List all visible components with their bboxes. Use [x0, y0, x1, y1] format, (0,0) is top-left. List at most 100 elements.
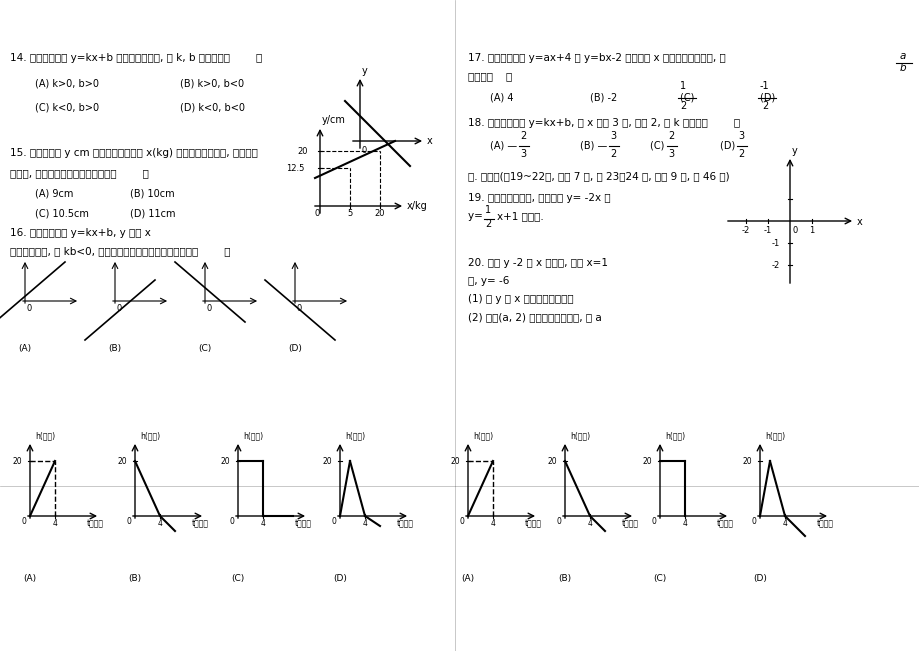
Text: 1: 1 [679, 81, 686, 91]
Text: 3: 3 [667, 149, 674, 159]
Text: 0: 0 [117, 304, 122, 313]
Text: 0: 0 [127, 517, 131, 526]
Text: 2: 2 [737, 149, 743, 159]
Text: 2: 2 [679, 101, 686, 111]
Text: x+1 的图象.: x+1 的图象. [496, 211, 543, 221]
Text: 3: 3 [519, 149, 526, 159]
Text: t（时）: t（时） [86, 519, 103, 528]
Text: 0: 0 [556, 517, 562, 526]
Text: 4: 4 [362, 519, 367, 528]
Text: y: y [361, 66, 368, 76]
Text: h(厘米): h(厘米) [570, 431, 589, 440]
Text: 0: 0 [22, 517, 27, 526]
Text: -1: -1 [771, 239, 779, 248]
Text: (B): (B) [558, 574, 571, 583]
Text: 4: 4 [682, 519, 686, 528]
Text: 20: 20 [12, 457, 22, 466]
Text: 0: 0 [314, 209, 320, 218]
Text: 0: 0 [460, 517, 464, 526]
Text: (B) —: (B) — [579, 141, 607, 151]
Text: x/kg: x/kg [406, 201, 427, 211]
Text: h(厘米): h(厘米) [765, 431, 784, 440]
Text: h(厘米): h(厘米) [664, 431, 685, 440]
Text: x: x [857, 217, 862, 227]
Text: (B) k>0, b<0: (B) k>0, b<0 [180, 78, 244, 88]
Text: 4: 4 [260, 519, 266, 528]
Text: 15. 弹簧的长度 y cm 与所挂物体的质量 x(kg) 的关系是一次函数, 图象如右: 15. 弹簧的长度 y cm 与所挂物体的质量 x(kg) 的关系是一次函数, … [10, 148, 257, 158]
Text: 18. 已知一次函数 y=kx+b, 当 x 增加 3 时, 减小 2, 则 k 的值是（        ）: 18. 已知一次函数 y=kx+b, 当 x 增加 3 时, 减小 2, 则 k… [468, 118, 739, 128]
Text: h(厘米): h(厘米) [243, 431, 263, 440]
Text: t（时）: t（时） [716, 519, 732, 528]
Text: 20: 20 [547, 457, 556, 466]
Text: 0: 0 [792, 226, 798, 235]
Text: 12.5: 12.5 [285, 164, 303, 173]
Text: 4: 4 [52, 519, 57, 528]
Text: t（时）: t（时） [816, 519, 833, 528]
Text: 2: 2 [761, 101, 767, 111]
Text: (A) —: (A) — [490, 141, 516, 151]
Text: 20: 20 [118, 457, 127, 466]
Text: (2) 若点(a, 2) 在这个函数图象上, 求 a: (2) 若点(a, 2) 在这个函数图象上, 求 a [468, 312, 601, 322]
Text: 16. 已知一次函数 y=kx+b, y 随着 x: 16. 已知一次函数 y=kx+b, y 随着 x [10, 228, 151, 238]
Text: 20: 20 [297, 147, 308, 156]
Text: 20. 已知 y -2 与 x 成正比, 且当 x=1: 20. 已知 y -2 与 x 成正比, 且当 x=1 [468, 258, 607, 268]
Text: (C): (C) [231, 574, 244, 583]
Text: -2: -2 [771, 261, 779, 270]
Text: 5: 5 [347, 209, 352, 218]
Text: (A): (A) [23, 574, 37, 583]
Text: (C) k<0, b>0: (C) k<0, b>0 [35, 103, 99, 113]
Text: 17. 已知一次函数 y=ax+4 与 y=bx-2 的图象在 x 轴上相交于同一点, 则: 17. 已知一次函数 y=ax+4 与 y=bx-2 的图象在 x 轴上相交于同… [468, 53, 725, 63]
Text: (D): (D) [753, 574, 766, 583]
Text: 20: 20 [322, 457, 332, 466]
Text: 20: 20 [742, 457, 751, 466]
Text: 的值是（    ）: 的值是（ ） [468, 71, 512, 81]
Text: 3: 3 [609, 131, 616, 141]
Text: (1) 求 y 与 x 之间的函数关系式: (1) 求 y 与 x 之间的函数关系式 [468, 294, 573, 304]
Text: t（时）: t（时） [191, 519, 209, 528]
Text: 二. 解答题(第19~22题, 每题 7 分, 第 23、24 题, 每题 9 分, 共 46 分): 二. 解答题(第19~22题, 每题 7 分, 第 23、24 题, 每题 9 … [468, 171, 729, 181]
Text: (C): (C) [199, 344, 211, 353]
Text: 2: 2 [609, 149, 616, 159]
Text: h(厘米): h(厘米) [345, 431, 365, 440]
Text: 19. 在同一坐标系中, 作出函数 y= -2x 与: 19. 在同一坐标系中, 作出函数 y= -2x 与 [468, 193, 610, 203]
Text: 0: 0 [230, 517, 234, 526]
Text: t（时）: t（时） [621, 519, 638, 528]
Text: a: a [899, 51, 905, 61]
Text: (D): (D) [288, 344, 301, 353]
Text: (D): (D) [333, 574, 346, 583]
Text: 3: 3 [737, 131, 743, 141]
Text: 0: 0 [332, 517, 336, 526]
Text: 0: 0 [297, 304, 302, 313]
Text: t（时）: t（时） [524, 519, 541, 528]
Text: (C): (C) [679, 93, 697, 103]
Text: (A) k>0, b>0: (A) k>0, b>0 [35, 78, 99, 88]
Text: y=: y= [468, 211, 485, 221]
Text: 0: 0 [207, 304, 212, 313]
Text: 时, y= -6: 时, y= -6 [468, 276, 509, 286]
Text: (B) 10cm: (B) 10cm [130, 188, 175, 198]
Text: 的增大而减小, 且 kb<0, 则在直角坐标系内它的大致图象是（        ）: 的增大而减小, 且 kb<0, 则在直角坐标系内它的大致图象是（ ） [10, 246, 231, 256]
Text: y: y [791, 146, 797, 156]
Text: (A) 9cm: (A) 9cm [35, 188, 74, 198]
Text: 0: 0 [751, 517, 756, 526]
Text: (A): (A) [18, 344, 31, 353]
Text: (A): (A) [461, 574, 474, 583]
Text: (D): (D) [759, 93, 777, 103]
Text: (D): (D) [720, 141, 738, 151]
Text: 图所示, 则弹簧不挂物体时的长度是（        ）: 图所示, 则弹簧不挂物体时的长度是（ ） [10, 168, 149, 178]
Text: h(厘米): h(厘米) [472, 431, 493, 440]
Text: x: x [426, 136, 432, 146]
Text: 1: 1 [809, 226, 813, 235]
Text: y/cm: y/cm [322, 115, 346, 125]
Text: 14. 已知一次函数 y=kx+b 的图象如图所示, 则 k, b 的符号是（        ）: 14. 已知一次函数 y=kx+b 的图象如图所示, 则 k, b 的符号是（ … [10, 53, 262, 63]
Text: t（时）: t（时） [396, 519, 413, 528]
Text: (A) 4: (A) 4 [490, 93, 513, 103]
Text: 4: 4 [782, 519, 787, 528]
Text: 20: 20 [374, 209, 385, 218]
Text: -1: -1 [763, 226, 771, 235]
Text: 2: 2 [667, 131, 674, 141]
Text: 20: 20 [221, 457, 230, 466]
Text: 4: 4 [587, 519, 592, 528]
Text: -1: -1 [759, 81, 769, 91]
Text: 1: 1 [484, 205, 491, 215]
